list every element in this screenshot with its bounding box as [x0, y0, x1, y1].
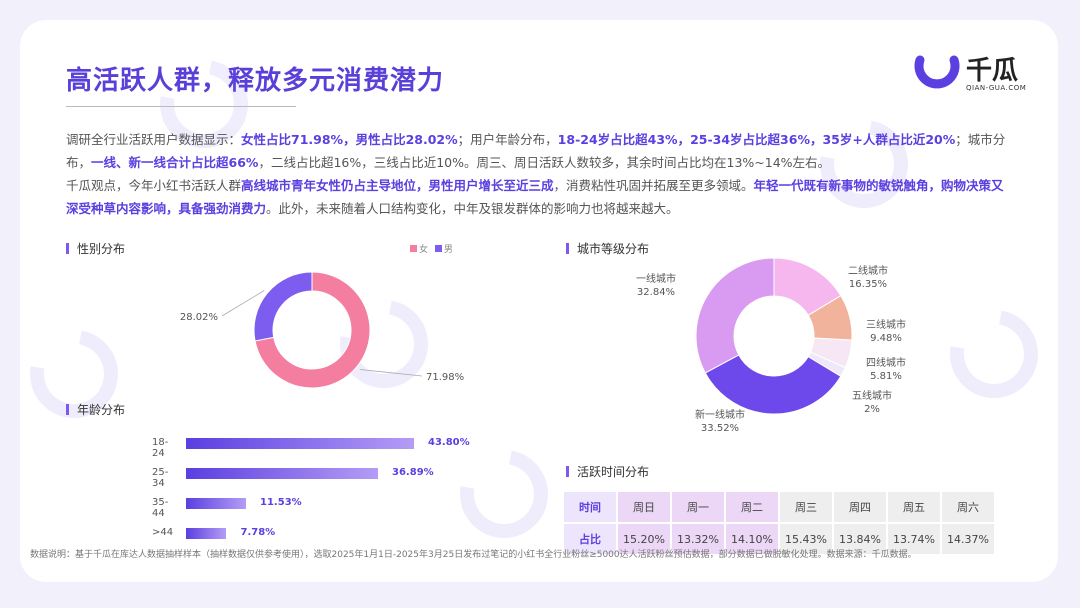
table-header-cell: 时间: [564, 492, 616, 522]
slice-category-label: 新一线城市: [695, 408, 745, 421]
pie-slice: [695, 257, 775, 374]
table-cell: 15.43%: [780, 524, 832, 554]
section-title-city: 城市等级分布: [566, 240, 649, 257]
city-donut-chart: 二线城市 16.35% 三线城市 9.48% 四线城市 5.81% 五线城市 2% 新一线城市 3…: [636, 257, 906, 434]
brand-logo-text: 千瓜: [966, 56, 1019, 86]
body-text: ，消费粘性巩固并拓展至更多领域。: [553, 178, 754, 193]
table-cell: 14.10%: [726, 524, 778, 554]
body-text: ；用户年龄分布，: [457, 132, 558, 147]
bar: [186, 438, 414, 449]
section-title-age: 年龄分布: [66, 401, 125, 418]
label-leader-line: [359, 369, 423, 377]
slice-category-label: 五线城市: [852, 389, 892, 402]
slice-category-label: 三线城市: [866, 318, 906, 331]
body-text: ；城市分布，: [66, 132, 1006, 170]
table-header-row: 时间 周日 周一 周二 周三 周四 周五 周六: [564, 492, 994, 522]
table-header-cell: 周六: [942, 492, 994, 522]
data-label: 32.84%: [637, 287, 675, 298]
active-time-table: 时间 周日 周一 周二 周三 周四 周五 周六 占比 15.20% 13.32% 14.10% 15.…: [562, 490, 996, 556]
table-header-cell: 周三: [780, 492, 832, 522]
highlight-text: 高线城市青年女性仍占主导地位，男性用户增长至近三成: [241, 178, 554, 193]
section-title-gender: 性别分布: [66, 240, 125, 257]
report-card: 高活跃人群，释放多元消费潜力 千瓜 QIAN-GUA.COM 调研全行业活跃用户…: [20, 20, 1058, 582]
gender-legend: 女 男: [406, 242, 453, 255]
data-label: 71.98%: [426, 372, 464, 383]
slice-category-label: 二线城市: [848, 264, 888, 277]
highlight-text: 年轻一代既有新事物的敏锐触角，购物决策又深受种草内容影响，具备强劲消费力: [66, 178, 1004, 216]
bar: [186, 528, 227, 539]
table-row: 占比 15.20% 13.32% 14.10% 15.43% 13.84% 13.74% 14…: [564, 524, 994, 554]
data-label: 7.78%: [240, 527, 276, 538]
brand-logo-icon: [914, 55, 960, 89]
brand-logo-domain: QIAN-GUA.COM: [966, 84, 1027, 92]
data-label: 43.80%: [428, 437, 470, 448]
highlight-text: 女性占比71.98%，男性占比28.02%: [241, 132, 458, 147]
opinion-paragraph: 千瓜观点，今年小红书活跃人群高线城市青年女性仍占主导地位，男性用户增长至近三成，…: [66, 174, 1016, 220]
legend-label-female: 女: [419, 245, 429, 255]
tick-label: 18-24: [152, 437, 169, 459]
table-header-cell: 周日: [618, 492, 670, 522]
bar: [186, 498, 247, 509]
body-text: 调研全行业活跃用户数据显示：: [66, 132, 242, 147]
table-header-cell: 占比: [564, 524, 616, 554]
slice-category-label: 一线城市: [636, 272, 676, 285]
body-text: 。此外，未来随着人口结构变化，中年及银发群体的影响力也将越来越大。: [266, 201, 679, 216]
summary-paragraph: 调研全行业活跃用户数据显示：女性占比71.98%，男性占比28.02%；用户年龄…: [66, 128, 1016, 174]
slice-category-label: 四线城市: [866, 356, 906, 369]
brand-logo: 千瓜 QIAN-GUA.COM: [914, 46, 1032, 106]
tick-label: >44: [152, 527, 174, 538]
data-label: 5.81%: [870, 371, 902, 382]
body-text: 千瓜观点，今年小红书活跃人群: [66, 178, 242, 193]
highlight-text: 一线、新一线合计占比超66%: [91, 155, 259, 170]
gender-donut-chart: 71.98% 28.02%: [180, 271, 464, 389]
table-cell: 13.84%: [834, 524, 886, 554]
table-header-cell: 周二: [726, 492, 778, 522]
table-cell: 14.37%: [942, 524, 994, 554]
data-label: 11.53%: [260, 497, 302, 508]
legend-label-male: 男: [443, 245, 453, 255]
data-label: 16.35%: [849, 279, 887, 290]
title-divider: [66, 106, 296, 107]
table-header-cell: 周一: [672, 492, 724, 522]
table-header-cell: 周五: [888, 492, 940, 522]
pie-slice: [254, 271, 371, 389]
legend-swatch-male: [434, 245, 442, 252]
label-leader-line: [221, 290, 265, 317]
table-cell: 13.74%: [888, 524, 940, 554]
pie-slice: [253, 271, 313, 342]
table-header-cell: 周四: [834, 492, 886, 522]
section-title-active-time: 活跃时间分布: [566, 463, 649, 480]
data-label: 2%: [864, 404, 880, 415]
body-text: ，二线占比超16%，三线占比近10%。周三、周日活跃人数较多，其余时间占比均在1…: [258, 155, 831, 170]
highlight-text: 18-24岁占比超43%，25-34岁占比超36%，35岁+人群占比近20%: [557, 132, 956, 147]
pie-slice: [704, 354, 842, 415]
watermark-ring-icon: [442, 432, 566, 556]
footnote: 数据说明：基于千瓜在库达人数据抽样样本（抽样数据仅供参考使用），选取2025年1…: [30, 550, 917, 560]
data-label: 36.89%: [392, 467, 434, 478]
tick-label: 25-34: [152, 467, 169, 489]
data-label: 9.48%: [870, 333, 902, 344]
tick-label: 35-44: [152, 497, 169, 519]
data-label: 33.52%: [701, 423, 739, 434]
table-cell: 13.32%: [672, 524, 724, 554]
table-cell: 15.20%: [618, 524, 670, 554]
page-title: 高活跃人群，释放多元消费潜力: [66, 66, 445, 96]
data-label: 28.02%: [180, 312, 218, 323]
legend-swatch-female: [410, 245, 417, 252]
bar: [186, 468, 379, 479]
